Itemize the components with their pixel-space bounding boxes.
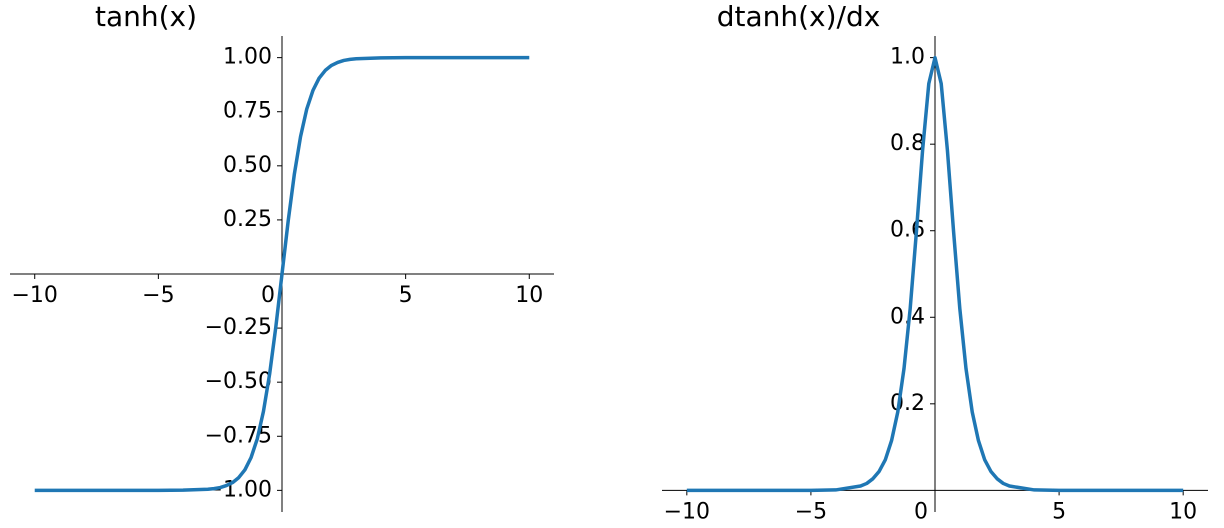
- chart-title: dtanh(x)/dx: [717, 0, 881, 33]
- y-tick-label: −0.25: [205, 315, 272, 340]
- y-tick-label: 0.75: [223, 99, 272, 124]
- y-tick-label: −0.50: [205, 369, 272, 394]
- y-tick-label: 0.6: [890, 218, 925, 243]
- line: [34, 55, 530, 493]
- line: [686, 55, 1184, 493]
- x-tick-label: 10: [1169, 499, 1197, 524]
- x-tick-label: −10: [12, 283, 58, 308]
- chart-title: tanh(x): [95, 0, 197, 33]
- x-tick-label: 10: [515, 283, 543, 308]
- x-tick-label: −10: [664, 499, 710, 524]
- y-tick-label: 0.25: [223, 207, 272, 232]
- y-tick-label: 1.0: [890, 45, 925, 70]
- x-tick-label: 0: [261, 283, 275, 308]
- x-tick-label: 5: [1052, 499, 1066, 524]
- y-tick-label: 0.2: [890, 391, 925, 416]
- y-tick-label: −0.75: [205, 423, 272, 448]
- y-tick-label: 1.00: [223, 45, 272, 70]
- x-tick-label: 5: [399, 283, 413, 308]
- y-tick-label: 0.50: [223, 153, 272, 178]
- x-tick-label: 0: [914, 499, 928, 524]
- y-tick-label: 0.8: [890, 131, 925, 156]
- x-tick-label: −5: [142, 283, 174, 308]
- x-tick-label: −5: [795, 499, 827, 524]
